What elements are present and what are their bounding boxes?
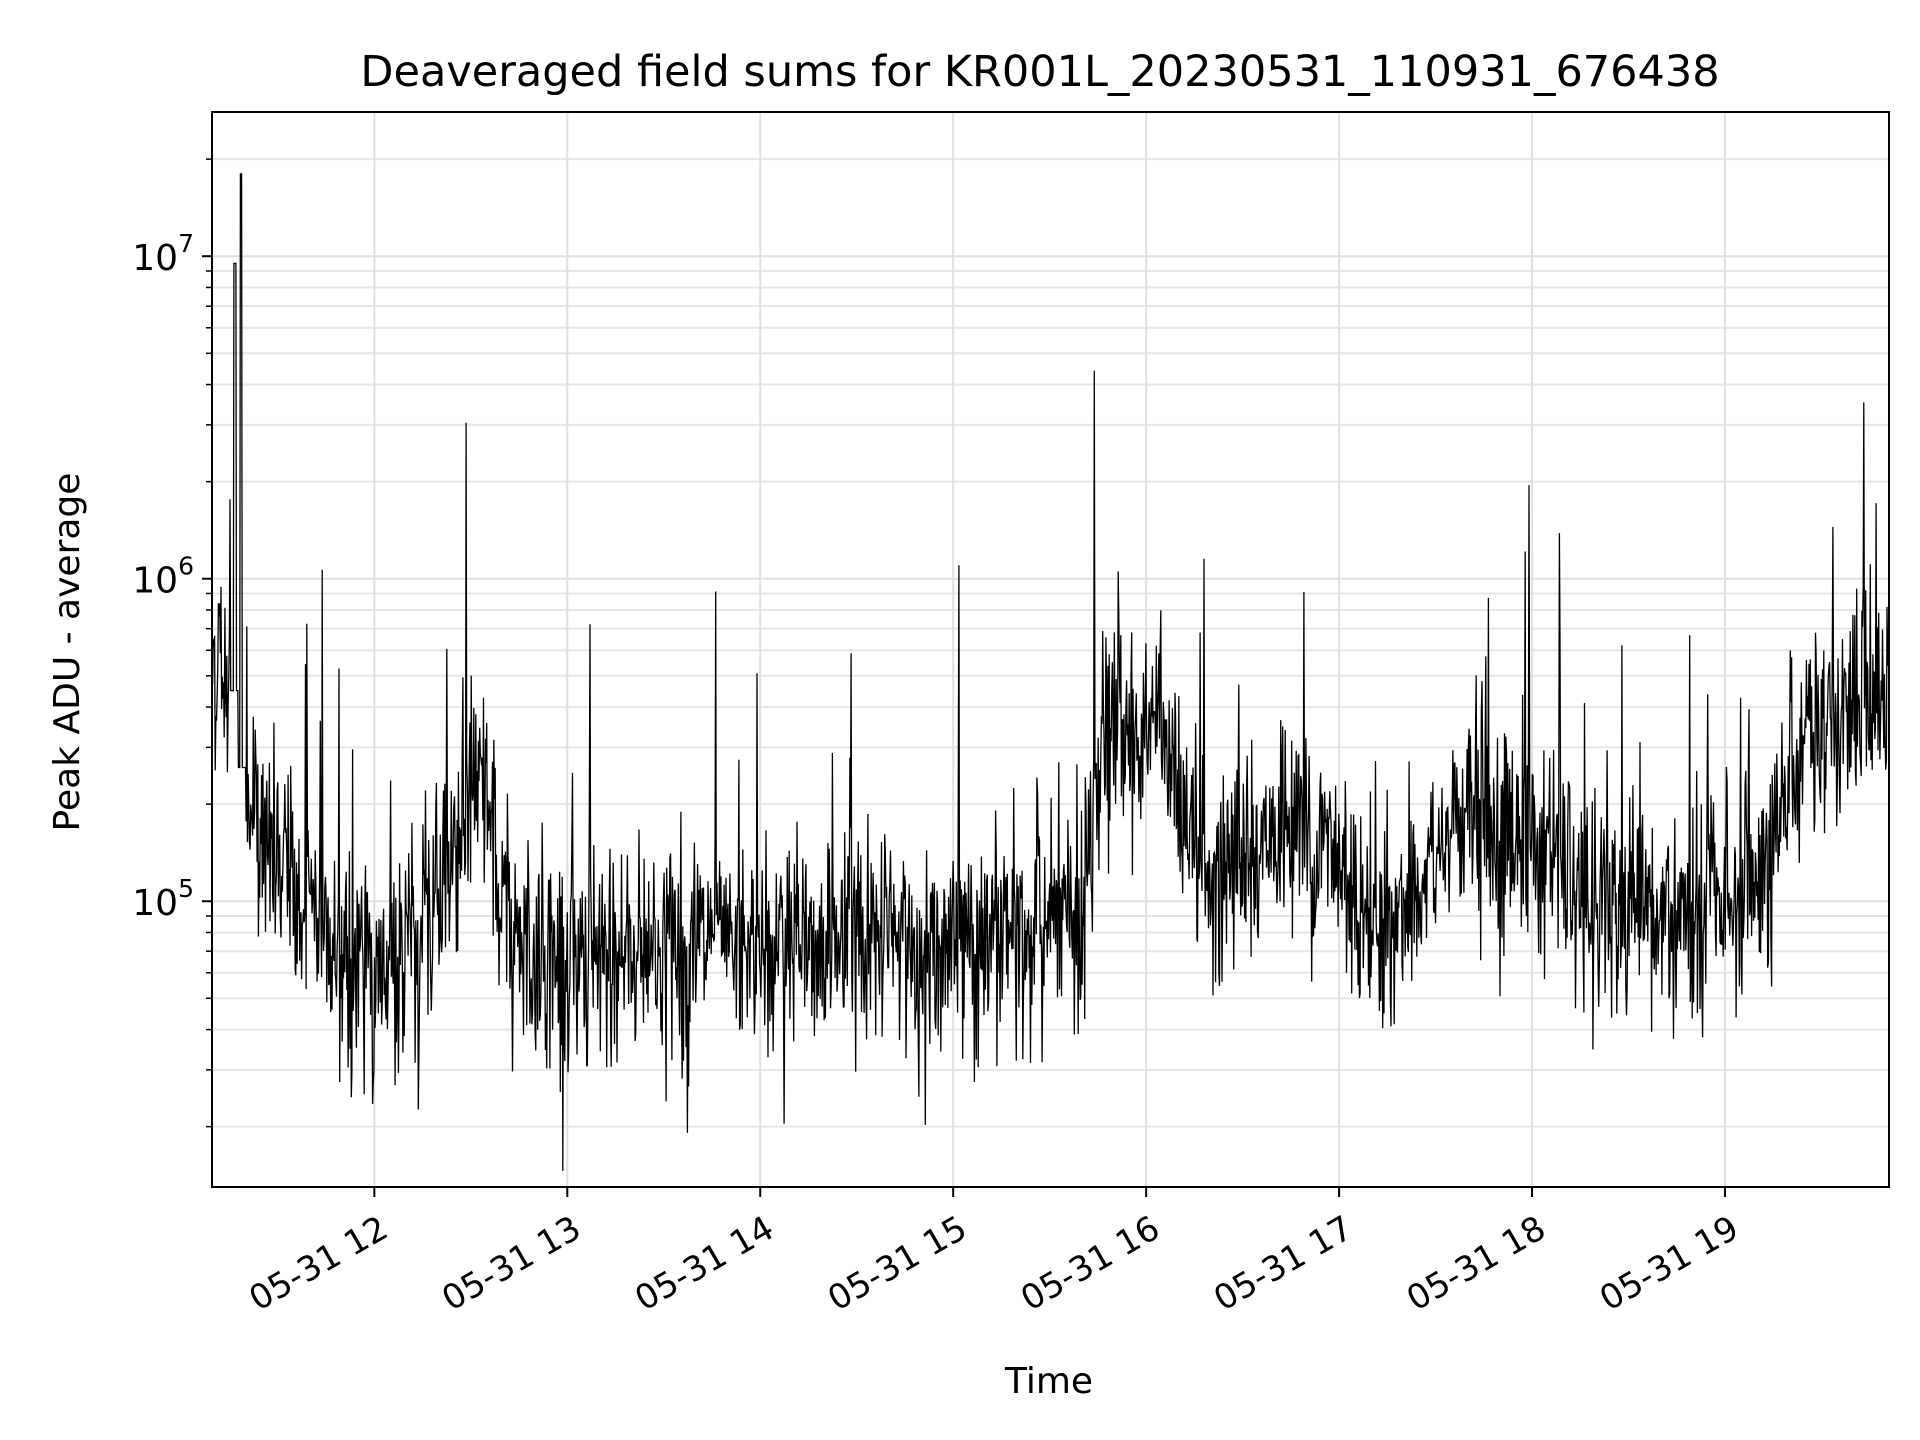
x-tick-label: 05-31 13 — [435, 1208, 587, 1319]
chart-title: Deaveraged field sums for KR001L_2023053… — [360, 47, 1719, 97]
x-axis-label: Time — [1004, 1361, 1093, 1402]
x-tick-label: 05-31 15 — [821, 1208, 973, 1319]
series-layer — [211, 173, 1890, 1171]
y-axis-label: Peak ADU - average — [47, 473, 88, 832]
x-tick-label: 05-31 19 — [1593, 1208, 1745, 1319]
x-tick-label: 05-31 12 — [242, 1208, 394, 1319]
grid-layer — [212, 112, 1889, 1187]
x-tick-label: 05-31 17 — [1207, 1208, 1359, 1319]
plot-frame — [211, 111, 1890, 1188]
x-tick-label: 05-31 16 — [1014, 1208, 1166, 1319]
x-tick-label: 05-31 14 — [628, 1208, 780, 1319]
y-tick-label: 107 — [132, 229, 194, 279]
series-line — [211, 173, 1890, 1171]
x-tick-label: 05-31 18 — [1400, 1208, 1552, 1319]
y-tick-label: 106 — [132, 552, 194, 602]
y-tick-label: 105 — [132, 874, 194, 924]
